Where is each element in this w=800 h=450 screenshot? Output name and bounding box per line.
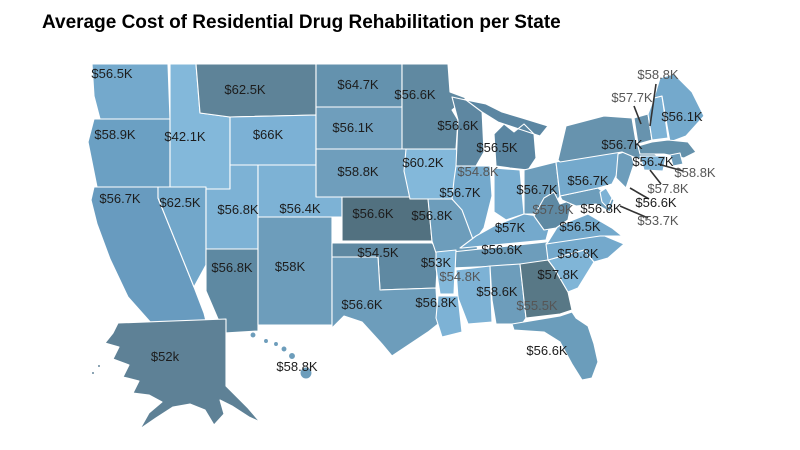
hawaii-island[interactable] [299,366,313,380]
chart-title: Average Cost of Residential Drug Rehabil… [42,12,561,33]
state-label-nevada: $62.5K [159,195,201,210]
hawaii-island[interactable] [280,345,288,353]
state-label-delaware: $53.7K [637,213,679,228]
callout-line-vermont [633,105,642,125]
state-label-hawaii: $58.8K [276,359,318,374]
state-label-ohio: $56.7K [516,182,558,197]
state-label-idaho: $42.1K [164,129,206,144]
state-label-georgia: $55.5K [516,298,558,313]
state-label-west-virginia: $57.9K [532,202,574,217]
state-label-nebraska: $58.8K [337,164,379,179]
state-massachusetts[interactable] [637,139,697,159]
state-value-labels: $56.5K $58.9K $56.7K $42.1K $62.5K $62.5… [91,66,716,374]
callout-line-new-jersey [629,187,650,200]
state-label-kansas: $56.6K [352,206,394,221]
state-label-rhode-island: $58.8K [674,165,716,180]
state-label-florida: $56.6K [526,343,568,358]
state-label-montana: $62.5K [224,82,266,97]
state-florida[interactable] [511,311,599,381]
state-texas[interactable] [331,256,439,357]
alaska-islet[interactable] [96,363,102,369]
state-label-minnesota: $56.6K [394,87,436,102]
state-label-washington: $56.5K [91,66,133,81]
state-louisiana[interactable] [435,295,463,338]
state-label-colorado: $56.4K [279,201,321,216]
state-label-mississippi: $54.8K [439,269,481,284]
state-label-vermont: $57.7K [611,90,653,105]
state-nevada[interactable] [157,186,207,288]
state-label-south-dakota: $56.1K [332,120,374,135]
state-alaska[interactable] [104,318,261,430]
state-delaware[interactable] [599,187,613,209]
state-indiana[interactable] [493,167,525,221]
state-label-north-carolina: $56.8K [557,246,599,261]
state-label-new-hampshire: $58.8K [637,67,679,82]
state-connecticut[interactable] [639,155,667,172]
state-label-connecticut: $57.8K [647,181,689,196]
state-label-alabama: $58.6K [476,284,518,299]
state-michigan[interactable] [465,99,549,171]
state-label-virginia: $56.5K [559,219,601,234]
callout-line-rhode-island [657,163,684,172]
state-label-michigan: $56.5K [476,140,518,155]
state-label-iowa: $60.2K [402,155,444,170]
state-label-south-carolina: $57.8K [537,267,579,282]
state-virginia[interactable] [545,213,623,245]
state-rhode-island[interactable] [669,152,684,167]
state-maine[interactable] [653,73,705,143]
state-label-kentucky: $57K [495,220,526,235]
state-label-arizona: $56.8K [211,260,253,275]
state-label-oklahoma: $54.5K [357,245,399,260]
hawaii-island[interactable] [262,337,270,345]
state-label-new-york: $56.7K [601,137,643,152]
state-label-pennsylvania: $56.7K [567,173,609,188]
hawaii-island[interactable] [249,331,257,339]
state-arkansas[interactable] [435,249,457,295]
alaska-islet[interactable] [90,370,96,376]
state-label-texas: $56.6K [341,297,383,312]
state-arizona[interactable] [205,248,259,334]
state-shapes [87,63,705,430]
callout-lines [619,83,684,219]
state-label-massachusetts: $56.7K [632,154,674,169]
state-label-maryland: $56.8K [580,201,622,216]
state-label-wisconsin: $56.6K [437,118,479,133]
callout-line-connecticut [649,169,662,185]
state-label-new-jersey: $56.6K [635,195,677,210]
state-label-new-mexico: $58K [275,259,306,274]
callout-line-delaware [619,205,649,219]
state-label-wyoming: $66K [253,127,284,142]
state-mississippi[interactable] [455,265,493,325]
state-label-arkansas: $53K [421,255,452,270]
state-label-indiana: $54.8K [457,164,499,179]
state-label-tennessee: $56.6K [481,242,523,257]
state-label-illinois: $56.7K [439,185,481,200]
state-label-oregon: $58.9K [94,127,136,142]
state-label-alaska: $52k [151,349,180,364]
state-label-missouri: $56.8K [411,208,453,223]
state-label-north-dakota: $64.7K [337,77,379,92]
state-label-maine: $56.1K [661,109,703,124]
state-label-louisiana: $56.8K [415,295,457,310]
state-hawaii [249,331,313,380]
state-label-utah: $56.8K [217,202,259,217]
hawaii-island[interactable] [287,351,297,361]
hawaii-island[interactable] [272,340,280,348]
callout-line-new-hampshire [649,83,657,127]
state-label-california: $56.7K [99,191,141,206]
